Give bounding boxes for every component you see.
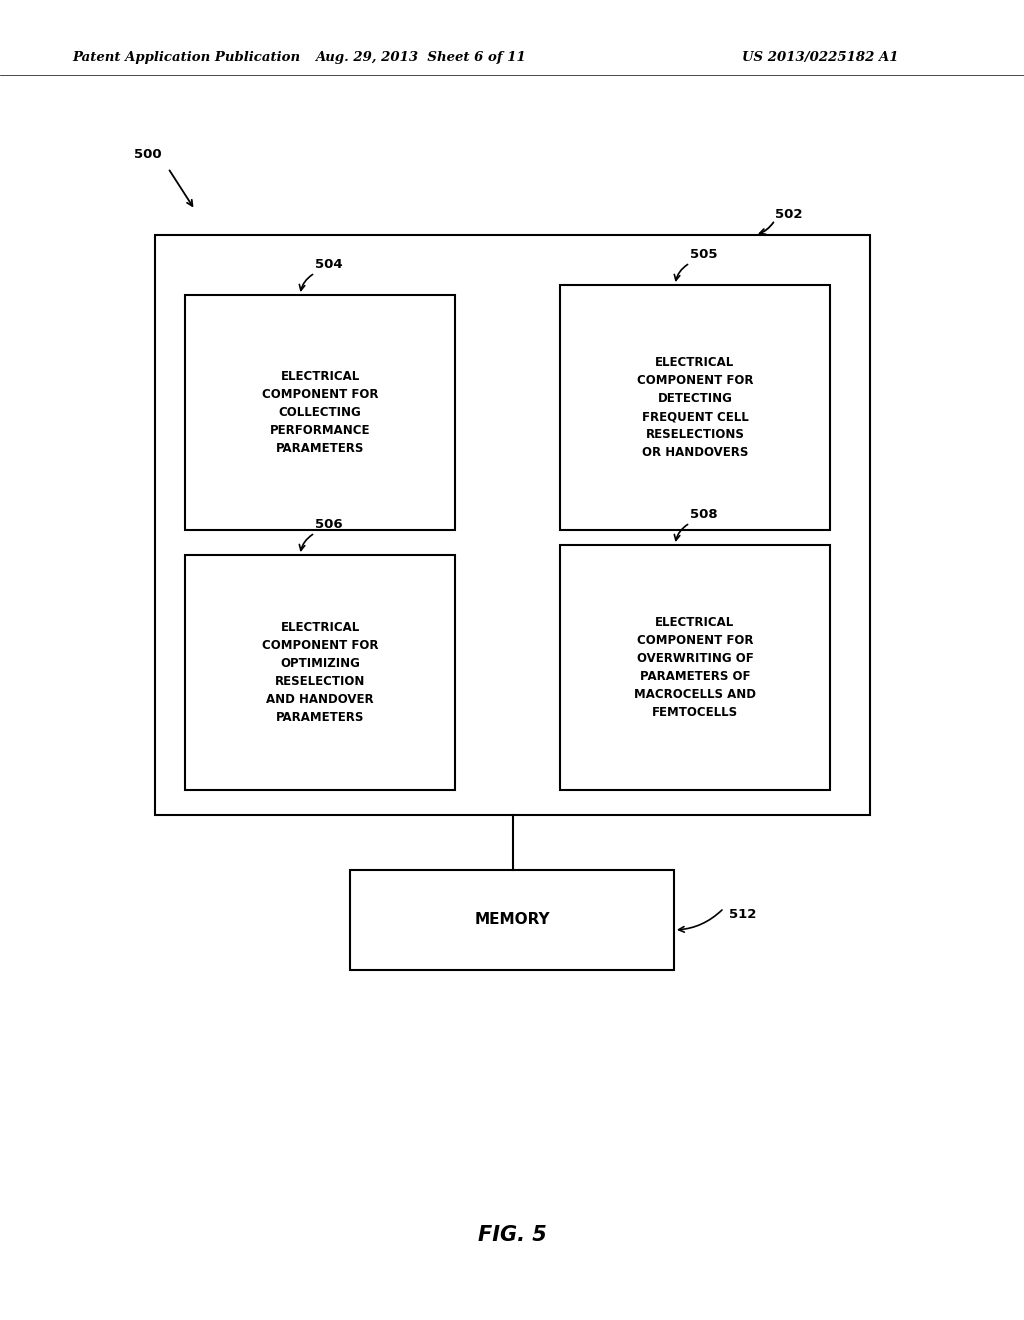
Text: ELECTRICAL
COMPONENT FOR
OPTIMIZING
RESELECTION
AND HANDOVER
PARAMETERS: ELECTRICAL COMPONENT FOR OPTIMIZING RESE… bbox=[262, 620, 378, 723]
Bar bbox=[185, 294, 455, 531]
Text: 504: 504 bbox=[315, 259, 343, 272]
Text: US 2013/0225182 A1: US 2013/0225182 A1 bbox=[741, 51, 898, 65]
Bar bbox=[350, 870, 674, 970]
Bar bbox=[560, 545, 830, 789]
Text: 500: 500 bbox=[134, 149, 162, 161]
Bar bbox=[185, 554, 455, 789]
Text: ELECTRICAL
COMPONENT FOR
DETECTING
FREQUENT CELL
RESELECTIONS
OR HANDOVERS: ELECTRICAL COMPONENT FOR DETECTING FREQU… bbox=[637, 356, 754, 459]
Text: 502: 502 bbox=[775, 209, 803, 222]
Text: Patent Application Publication: Patent Application Publication bbox=[72, 51, 300, 65]
Text: Aug. 29, 2013  Sheet 6 of 11: Aug. 29, 2013 Sheet 6 of 11 bbox=[314, 51, 525, 65]
Text: 508: 508 bbox=[690, 508, 718, 521]
Text: 512: 512 bbox=[729, 908, 757, 921]
Text: ELECTRICAL
COMPONENT FOR
COLLECTING
PERFORMANCE
PARAMETERS: ELECTRICAL COMPONENT FOR COLLECTING PERF… bbox=[262, 370, 378, 455]
Bar bbox=[560, 285, 830, 531]
Text: FIG. 5: FIG. 5 bbox=[477, 1225, 547, 1245]
Text: MEMORY: MEMORY bbox=[474, 912, 550, 928]
Text: 505: 505 bbox=[690, 248, 718, 261]
Bar bbox=[155, 235, 870, 814]
Text: 506: 506 bbox=[315, 519, 343, 532]
Text: ELECTRICAL
COMPONENT FOR
OVERWRITING OF
PARAMETERS OF
MACROCELLS AND
FEMTOCELLS: ELECTRICAL COMPONENT FOR OVERWRITING OF … bbox=[634, 616, 756, 719]
